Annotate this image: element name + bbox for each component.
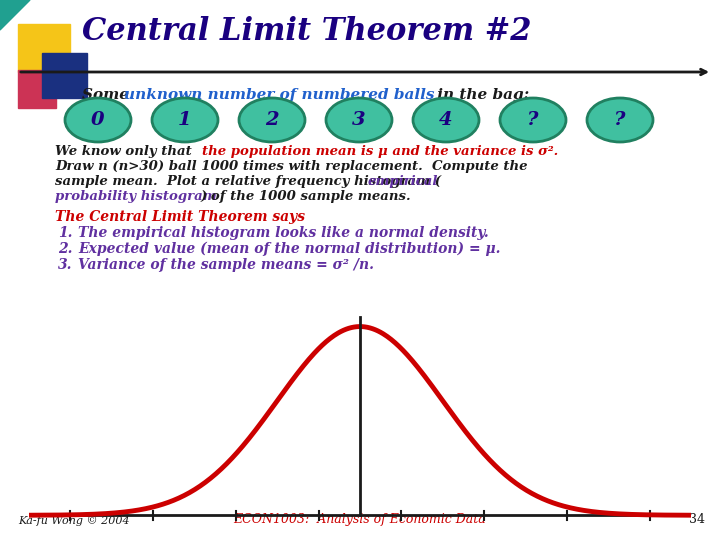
Ellipse shape	[239, 98, 305, 142]
Text: 3: 3	[352, 111, 366, 129]
Text: probability histogram: probability histogram	[55, 190, 217, 203]
Ellipse shape	[65, 98, 131, 142]
Text: empirical: empirical	[368, 175, 438, 188]
Text: ?: ?	[527, 111, 539, 129]
Ellipse shape	[500, 98, 566, 142]
Text: Central Limit Theorem #2: Central Limit Theorem #2	[82, 16, 531, 47]
Bar	[18, 24, 70, 72]
Ellipse shape	[587, 98, 653, 142]
Text: 2: 2	[265, 111, 279, 129]
Bar	[42, 53, 87, 98]
Text: 1.: 1.	[58, 226, 73, 240]
Text: ECON1003:  Analysis of Economic Data: ECON1003: Analysis of Economic Data	[233, 513, 487, 526]
Text: We know only that: We know only that	[55, 145, 197, 158]
Text: 3.: 3.	[58, 258, 73, 272]
Text: 4: 4	[439, 111, 453, 129]
Text: Ka-fu Wong © 2004: Ka-fu Wong © 2004	[18, 515, 130, 526]
Text: Draw n (n>30) ball 1000 times with replacement.  Compute the: Draw n (n>30) ball 1000 times with repla…	[55, 160, 528, 173]
Text: the population mean is μ and the variance is σ².: the population mean is μ and the varianc…	[202, 145, 558, 158]
Ellipse shape	[152, 98, 218, 142]
Text: sample mean.  Plot a relative frequency histogram (: sample mean. Plot a relative frequency h…	[55, 175, 441, 188]
Bar	[18, 70, 56, 108]
Text: The Central Limit Theorem says: The Central Limit Theorem says	[55, 210, 305, 224]
Text: Some: Some	[82, 88, 134, 102]
Text: in the bag:: in the bag:	[432, 88, 529, 102]
Text: Expected value (mean of the normal distribution) = μ.: Expected value (mean of the normal distr…	[78, 242, 500, 256]
Text: 2.: 2.	[58, 242, 73, 256]
Text: unknown number of numbered balls: unknown number of numbered balls	[124, 88, 434, 102]
Text: ?: ?	[614, 111, 626, 129]
Text: 0: 0	[91, 111, 105, 129]
Ellipse shape	[326, 98, 392, 142]
Polygon shape	[0, 0, 30, 30]
Text: 34: 34	[689, 513, 705, 526]
Text: Variance of the sample means = σ² /n.: Variance of the sample means = σ² /n.	[78, 258, 374, 272]
Text: ) of the 1000 sample means.: ) of the 1000 sample means.	[200, 190, 410, 203]
Text: The empirical histogram looks like a normal density.: The empirical histogram looks like a nor…	[78, 226, 489, 240]
Ellipse shape	[413, 98, 479, 142]
Text: 1: 1	[178, 111, 192, 129]
